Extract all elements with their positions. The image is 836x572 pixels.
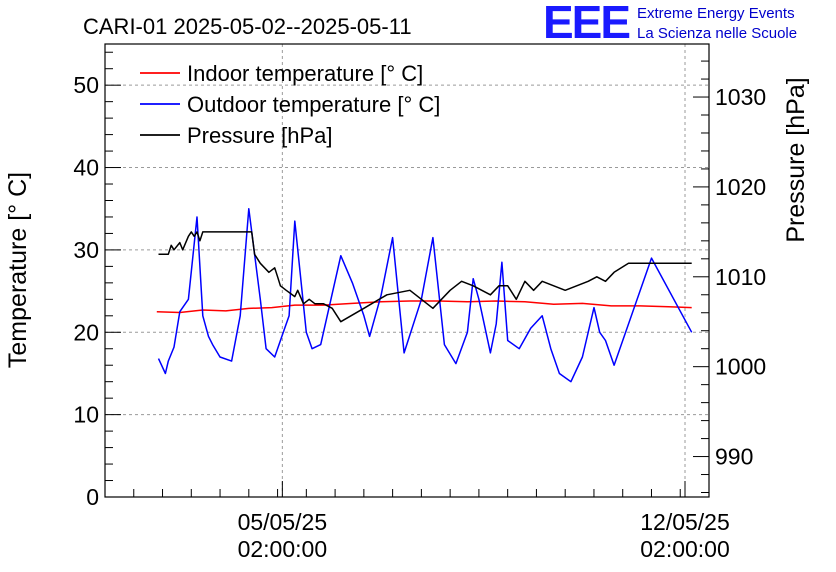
y2-tick-label: 1030 (715, 84, 766, 110)
legend-label-outdoor-temperature: Outdoor temperature [° C] (187, 92, 440, 117)
series-line-outdoor-temperature (157, 207, 693, 383)
x-tick-date: 05/05/25 (238, 509, 328, 535)
eee-logo: EEE Extreme Energy Events La Scienza nel… (543, 0, 833, 48)
y2-axis-label: Pressure [hPa] (782, 77, 810, 242)
y-tick-label: 10 (73, 402, 99, 428)
plot-frame (104, 43, 710, 498)
y2-tick-label: 990 (715, 444, 753, 470)
y-tick-label: 20 (73, 319, 99, 345)
legend-label-pressure: Pressure [hPa] (187, 123, 333, 148)
y-tick-label: 40 (73, 155, 99, 181)
grid (105, 44, 709, 497)
series-layer (156, 207, 693, 383)
x-tick-date: 12/05/25 (640, 509, 730, 535)
y-tick-label: 50 (73, 72, 99, 98)
eee-logo-line-2: La Scienza nelle Scuole (637, 25, 798, 42)
y2-tick-label: 1000 (715, 354, 766, 380)
y-tick-label: 30 (73, 237, 99, 263)
y2-tick-label: 1010 (715, 264, 766, 290)
eee-logo-mark: EEE (543, 0, 631, 48)
left-axis: 0 10 20 30 40 50 (73, 51, 121, 510)
x-tick-time: 02:00:00 (640, 536, 730, 562)
x-tick-time: 02:00:00 (238, 536, 328, 562)
series-line-indoor-temperature (156, 300, 692, 314)
series-line-pressure (158, 231, 692, 323)
eee-logo-line-1: Extreme Energy Events (637, 5, 795, 22)
y-tick-label: 0 (86, 484, 99, 510)
legend-label-indoor-temperature: Indoor temperature [° C] (187, 61, 423, 86)
legend: Indoor temperature [° C] Outdoor temperat… (140, 61, 440, 148)
y2-tick-label: 1020 (715, 174, 766, 200)
right-axis: 990 1000 1010 1020 1030 (693, 60, 766, 494)
chart-title: CARI-01 2025-05-02--2025-05-11 (83, 14, 412, 39)
y-axis-label: Temperature [° C] (4, 172, 32, 368)
